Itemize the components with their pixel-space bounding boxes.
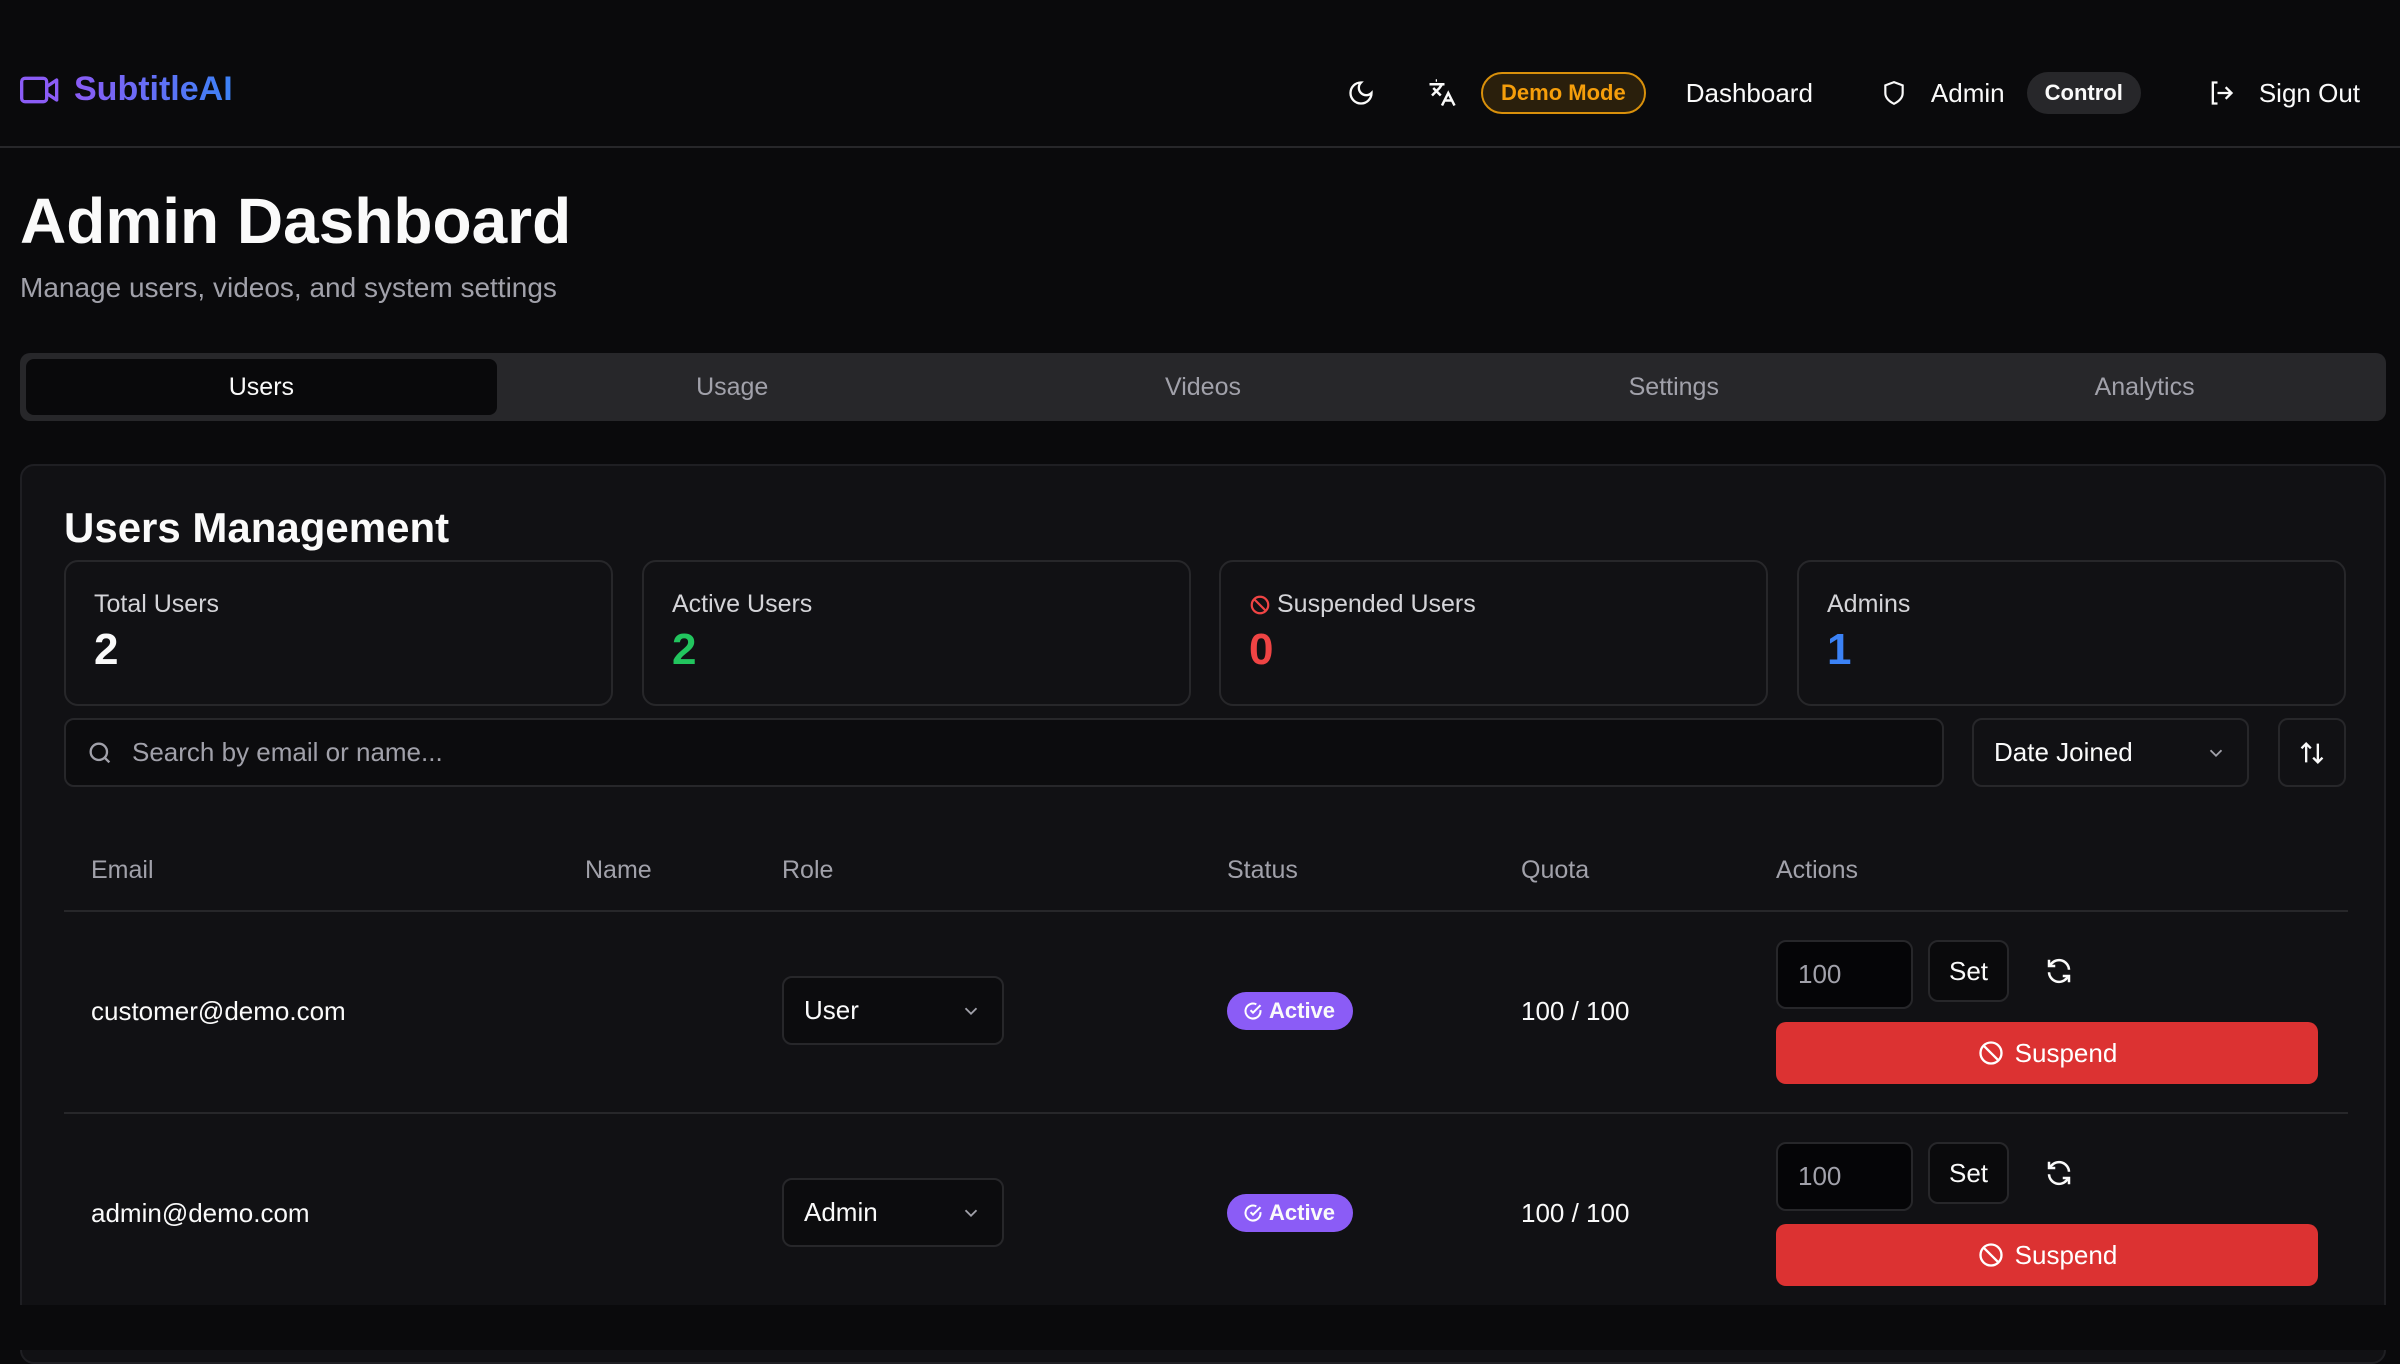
stat-total-users: Total Users 2 <box>64 560 613 706</box>
stat-label: Suspended Users <box>1277 590 1476 618</box>
user-email: customer@demo.com <box>91 996 346 1026</box>
set-quota-button[interactable]: Set <box>1928 940 2009 1002</box>
chevron-down-icon <box>960 1000 982 1022</box>
nav-admin-link[interactable]: Admin <box>1930 77 2005 108</box>
check-circle-icon <box>1243 1001 1263 1021</box>
tab-videos[interactable]: Videos <box>1164 372 1241 401</box>
column-quota[interactable]: Quota <box>1521 856 1590 884</box>
check-circle-icon <box>1243 1203 1263 1223</box>
column-actions: Actions <box>1776 856 1858 884</box>
arrow-up-down-icon <box>2298 739 2326 767</box>
translate-icon[interactable] <box>1427 78 1457 108</box>
ban-icon <box>1249 594 1271 616</box>
app-name: SubtitleAI <box>74 70 233 108</box>
sort-direction-button[interactable] <box>2278 718 2346 787</box>
role-select[interactable]: Admin <box>782 1178 1004 1247</box>
ban-icon <box>1977 1039 2005 1067</box>
role-select[interactable]: User <box>782 976 1004 1045</box>
shield-icon <box>1881 79 1907 107</box>
quota-input[interactable] <box>1776 1142 1913 1211</box>
page-subtitle: Manage users, videos, and system setting… <box>20 272 557 303</box>
sign-out-icon[interactable] <box>2207 79 2235 107</box>
refresh-icon[interactable] <box>2044 1158 2074 1188</box>
sign-out-button[interactable]: Sign Out <box>2258 77 2360 108</box>
tab-bar: Users Usage Videos Settings Analytics <box>20 353 2386 421</box>
tab-analytics[interactable]: Analytics <box>2094 372 2195 401</box>
status-badge: Active <box>1227 1194 1354 1232</box>
column-role[interactable]: Role <box>782 856 834 884</box>
quota-value: 100 / 100 <box>1521 996 1630 1026</box>
users-management-card: Users Management Total Users 2 Active Us… <box>20 464 2386 1364</box>
stat-value: 2 <box>94 625 119 674</box>
section-title: Users Management <box>64 504 450 551</box>
tab-users[interactable]: Users <box>26 359 497 415</box>
suspend-label: Suspend <box>2014 1037 2118 1068</box>
row-divider <box>64 1112 2348 1114</box>
stat-active-users: Active Users 2 <box>642 560 1191 706</box>
stat-label: Active Users <box>672 590 813 618</box>
refresh-icon[interactable] <box>2044 956 2074 986</box>
ban-icon <box>1977 1241 2005 1269</box>
page-bottom <box>0 1305 2400 1350</box>
video-camera-icon <box>20 75 60 105</box>
stat-suspended-users: Suspended Users 0 <box>1219 560 1768 706</box>
role-value: User <box>804 995 859 1025</box>
top-nav: SubtitleAI Demo Mode Dashboard Admin Con… <box>0 0 2400 148</box>
tab-usage[interactable]: Usage <box>696 372 769 401</box>
stat-label: Admins <box>1827 590 1911 618</box>
search-icon <box>86 739 114 767</box>
quota-value: 100 / 100 <box>1521 1198 1630 1228</box>
chevron-down-icon <box>2205 742 2227 764</box>
role-value: Admin <box>804 1197 878 1227</box>
column-name[interactable]: Name <box>585 856 652 884</box>
column-status[interactable]: Status <box>1227 856 1298 884</box>
suspend-button[interactable]: Suspend <box>1776 1022 2318 1084</box>
stat-admins: Admins 1 <box>1797 560 2346 706</box>
user-email: admin@demo.com <box>91 1198 310 1228</box>
search-field[interactable] <box>64 718 1944 787</box>
stat-value: 0 <box>1249 625 1274 674</box>
suspend-label: Suspend <box>2014 1239 2118 1270</box>
stat-value: 1 <box>1827 625 1852 674</box>
sort-by-value: Date Joined <box>1994 737 2133 767</box>
suspend-button[interactable]: Suspend <box>1776 1224 2318 1286</box>
status-text: Active <box>1269 1200 1336 1225</box>
control-badge: Control <box>2026 72 2141 114</box>
chevron-down-icon <box>960 1202 982 1224</box>
quota-input[interactable] <box>1776 940 1913 1009</box>
logo[interactable]: SubtitleAI <box>20 70 233 109</box>
column-email[interactable]: Email <box>91 856 154 884</box>
stat-value: 2 <box>672 625 697 674</box>
set-quota-button[interactable]: Set <box>1928 1142 2009 1204</box>
status-text: Active <box>1269 998 1336 1023</box>
tab-settings[interactable]: Settings <box>1628 372 1719 401</box>
header-divider <box>64 910 2348 912</box>
demo-mode-badge: Demo Mode <box>1481 72 1646 114</box>
moon-icon[interactable] <box>1347 79 1375 107</box>
search-input[interactable] <box>132 737 1832 768</box>
nav-dashboard-link[interactable]: Dashboard <box>1685 77 1813 108</box>
stat-label: Total Users <box>94 590 220 618</box>
sort-by-select[interactable]: Date Joined <box>1972 718 2249 787</box>
page-title: Admin Dashboard <box>20 185 572 257</box>
status-badge: Active <box>1227 992 1354 1030</box>
